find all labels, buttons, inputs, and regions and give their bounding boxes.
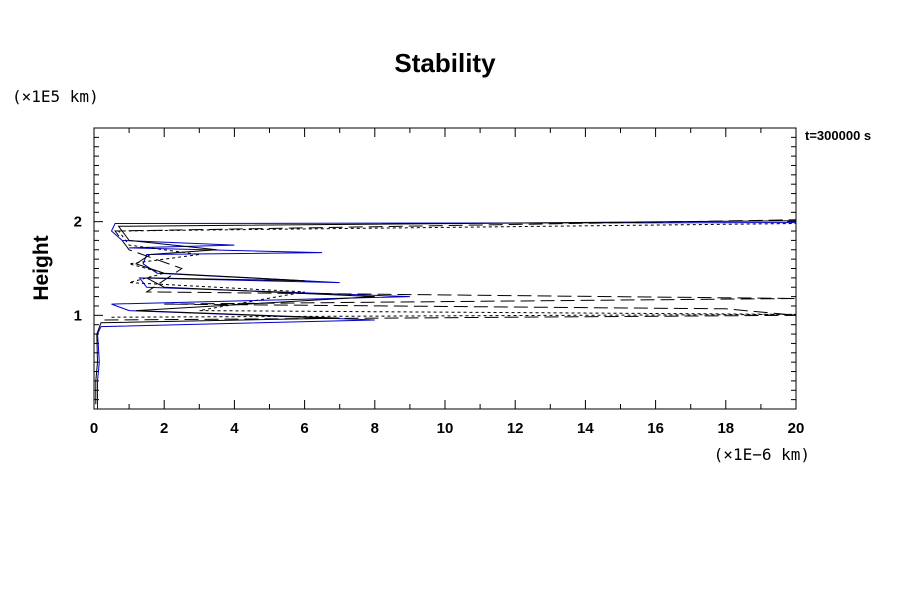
chart-title: Stability [394,48,496,78]
x-tick-label: 16 [647,420,664,437]
plot-frame [93,127,797,410]
x-tick-label: 18 [717,420,734,437]
series-line-2 [95,220,797,405]
x-tick-label: 20 [788,420,805,437]
y-tick-label: 1 [74,307,82,324]
x-tick-label: 4 [230,420,239,437]
x-tick-label: 8 [371,420,379,437]
x-tick-label: 12 [507,420,524,437]
x-unit-label: (×1E−6 km) [714,445,810,464]
series-group [95,219,797,409]
time-annotation: t=300000 s [805,128,871,143]
series-line-3 [104,219,797,321]
series-line-4 [111,223,797,318]
series-line-1 [96,221,797,409]
x-tick-label: 14 [577,420,594,437]
x-tick-label: 10 [437,420,454,437]
y-axis-label: Height [30,235,53,300]
y-tick-label: 2 [74,214,82,231]
x-tick-label: 6 [300,420,308,437]
y-unit-label: (×1E5 km) [12,87,99,106]
x-tick-label: 0 [90,420,98,437]
x-tick-label: 2 [160,420,168,437]
